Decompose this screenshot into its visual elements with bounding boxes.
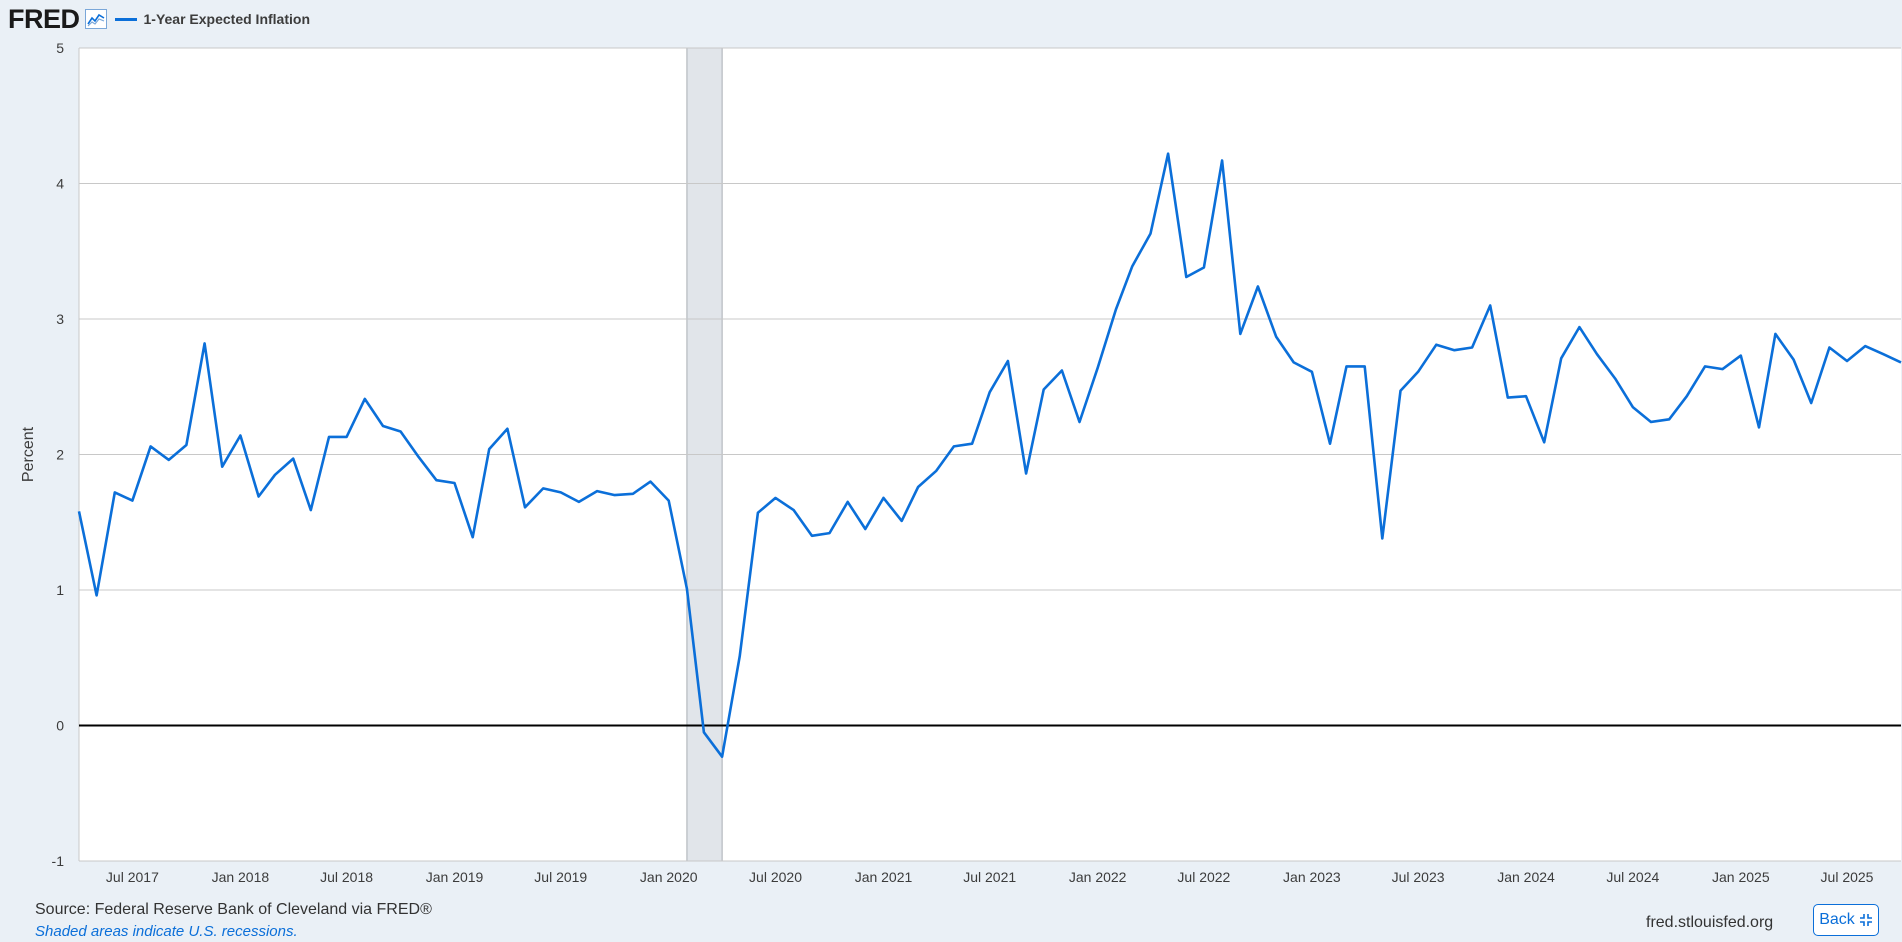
x-tick-label: Jul 2017 — [106, 869, 159, 885]
y-tick-label: 1 — [56, 582, 64, 598]
y-tick-label: 2 — [56, 447, 64, 463]
fred-logo[interactable]: FRED — [8, 4, 80, 34]
x-tick-label: Jan 2018 — [212, 869, 270, 885]
line-chart: -1 0 1 2 3 4 5 Jul 2017 Jan 2018 Jul 2018 Jan 201… — [20, 40, 1902, 885]
line-chart-icon — [84, 9, 107, 29]
x-tick-label: Jan 2020 — [640, 869, 698, 885]
site-link[interactable]: fred.stlouisfed.org — [1646, 914, 1774, 931]
x-tick-label: Jul 2019 — [534, 869, 587, 885]
back-label: Back — [1819, 911, 1855, 928]
back-button[interactable]: Back — [1813, 904, 1879, 936]
x-tick-label: Jul 2021 — [963, 869, 1016, 885]
y-tick-label: 5 — [56, 40, 64, 56]
source-text: Source: Federal Reserve Bank of Clevelan… — [35, 901, 432, 918]
recession-note: Shaded areas indicate U.S. recessions. — [35, 923, 298, 940]
x-tick-label: Jan 2024 — [1497, 869, 1555, 885]
y-axis-label: Percent — [20, 426, 37, 482]
x-tick-label: Jul 2018 — [320, 869, 373, 885]
x-tick-label: Jan 2025 — [1712, 869, 1770, 885]
series-line — [77, 152, 1902, 759]
x-tick-label: Jul 2020 — [749, 869, 802, 885]
y-tick-label: 4 — [56, 176, 64, 192]
x-tick-label: Jan 2021 — [855, 869, 913, 885]
y-tick-label: -1 — [52, 853, 65, 869]
y-tick-label: 0 — [56, 718, 64, 734]
x-tick-label: Jul 2024 — [1606, 869, 1659, 885]
x-tick-label: Jul 2022 — [1177, 869, 1230, 885]
legend-swatch — [114, 17, 137, 21]
x-tick-label: Jul 2025 — [1821, 869, 1874, 885]
x-tick-label: Jan 2022 — [1069, 869, 1127, 885]
legend: 1-Year Expected Inflation — [114, 11, 311, 27]
y-tick-label: 3 — [56, 311, 64, 327]
collapse-arrows-icon — [1859, 914, 1872, 926]
x-tick-label: Jan 2023 — [1283, 869, 1341, 885]
x-tick-label: Jan 2019 — [426, 869, 484, 885]
x-tick-label: Jul 2023 — [1392, 869, 1445, 885]
legend-label: 1-Year Expected Inflation — [143, 11, 311, 27]
chart-header: FRED 1-Year Expected Inflation — [8, 4, 311, 34]
